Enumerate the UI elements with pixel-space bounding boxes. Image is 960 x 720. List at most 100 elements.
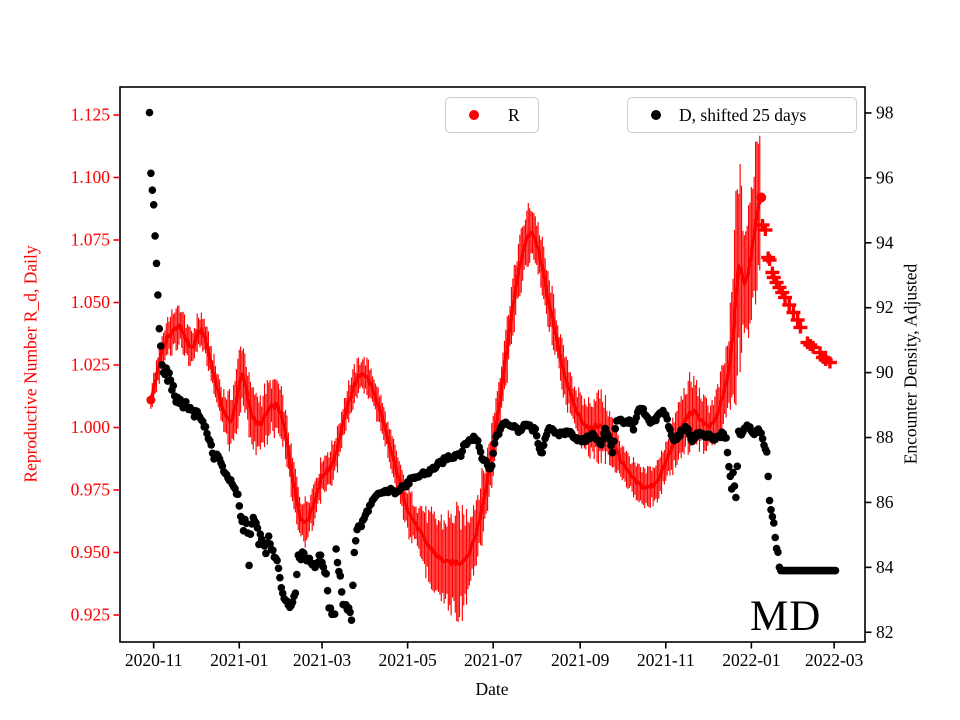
d-point <box>722 434 730 442</box>
d-point <box>291 589 300 597</box>
y-left-tick-label: 0.975 <box>71 480 111 500</box>
r-end-marker <box>756 192 767 203</box>
r-start-marker <box>146 395 156 405</box>
y-left-tick-label: 0.925 <box>71 605 111 625</box>
d-point <box>246 530 255 538</box>
x-tick-label: 2021-03 <box>293 650 352 670</box>
d-point <box>288 598 297 606</box>
d-point <box>611 424 620 433</box>
x-tick-label: 2020-11 <box>125 650 183 670</box>
legend-box-d: D, shifted 25 days <box>627 97 857 133</box>
d-point <box>349 581 357 590</box>
d-point <box>770 519 778 527</box>
d-point <box>531 425 540 433</box>
y-left-tick-label: 1.125 <box>71 105 111 125</box>
d-point <box>242 519 251 528</box>
d-point <box>729 468 737 477</box>
d-point <box>336 572 345 580</box>
d-point <box>207 441 215 449</box>
r-line <box>149 197 763 567</box>
d-point <box>763 448 771 456</box>
y-right-tick-label: 90 <box>876 362 894 382</box>
d-point <box>610 437 618 446</box>
d-point <box>182 398 190 406</box>
d-point <box>201 422 210 431</box>
y-left-tick-label: 1.100 <box>71 167 111 187</box>
d-point <box>152 259 161 268</box>
y-right-tick-label: 98 <box>876 102 894 122</box>
y-right-tick-label: 86 <box>876 492 894 512</box>
d-point <box>149 201 158 209</box>
d-point <box>155 324 164 333</box>
d-point <box>768 512 777 521</box>
x-tick-label: 2021-05 <box>378 650 437 670</box>
x-tick-label: 2021-01 <box>210 650 268 670</box>
d-point <box>725 462 733 471</box>
d-point <box>490 439 499 448</box>
axes-frame <box>119 86 866 643</box>
y-axis-label-right: Encounter Density, Adjusted <box>900 263 921 465</box>
d-point <box>730 482 739 490</box>
d-point <box>532 432 541 440</box>
y-left-tick-label: 0.950 <box>71 542 111 562</box>
legend-box-r: R <box>445 97 539 133</box>
d-point <box>474 436 482 445</box>
d-point <box>489 449 498 458</box>
y-right-tick-label: 96 <box>876 167 894 187</box>
d-point <box>723 448 732 457</box>
d-point <box>774 548 782 556</box>
legend-marker-d-icon <box>651 110 661 120</box>
y-left-tick-label: 1.050 <box>71 292 111 312</box>
d-point <box>337 588 346 596</box>
d-point <box>598 436 607 444</box>
d-point <box>629 426 638 434</box>
d-point <box>364 507 373 515</box>
d-point <box>771 533 779 542</box>
legend-marker-r-icon <box>469 110 479 120</box>
d-point <box>145 108 154 117</box>
d-point <box>347 616 356 624</box>
d-point <box>350 548 359 557</box>
d-point <box>264 532 273 540</box>
d-point <box>274 564 283 573</box>
d-point <box>666 425 674 434</box>
d-point <box>333 558 342 567</box>
d-point <box>488 461 496 470</box>
d-point <box>326 604 335 612</box>
d-point <box>764 472 772 481</box>
x-tick-label: 2022-01 <box>722 650 780 670</box>
d-point <box>147 169 155 178</box>
d-point <box>266 540 274 548</box>
y-axis-label-left: Reproductive Number R_d, Daily <box>20 245 41 483</box>
d-point <box>148 186 157 194</box>
d-point <box>458 447 467 456</box>
d-point <box>156 342 165 350</box>
d-point <box>269 546 277 555</box>
legend-label-r: R <box>508 104 520 125</box>
d-point <box>234 490 242 499</box>
d-point <box>608 448 617 457</box>
x-tick-label: 2021-09 <box>551 650 610 670</box>
d-point <box>732 493 740 502</box>
d-point <box>476 448 485 456</box>
y-left-tick-label: 1.025 <box>71 355 111 375</box>
d-point <box>357 522 366 531</box>
d-point <box>316 551 325 559</box>
x-tick-label: 2021-11 <box>637 650 695 670</box>
x-tick-label: 2022-03 <box>805 650 864 670</box>
d-point <box>733 462 742 471</box>
d-point <box>538 448 547 457</box>
d-point <box>332 545 340 553</box>
d-point <box>273 556 281 565</box>
y-left-tick-label: 1.000 <box>71 417 111 437</box>
d-point <box>539 441 548 450</box>
y-right-tick-label: 92 <box>876 297 894 317</box>
legend-label-d: D, shifted 25 days <box>679 104 807 125</box>
y-right-tick-label: 94 <box>876 232 894 252</box>
d-point <box>262 549 270 558</box>
d-point <box>245 561 253 570</box>
d-point <box>351 537 360 545</box>
d-point <box>253 524 262 532</box>
